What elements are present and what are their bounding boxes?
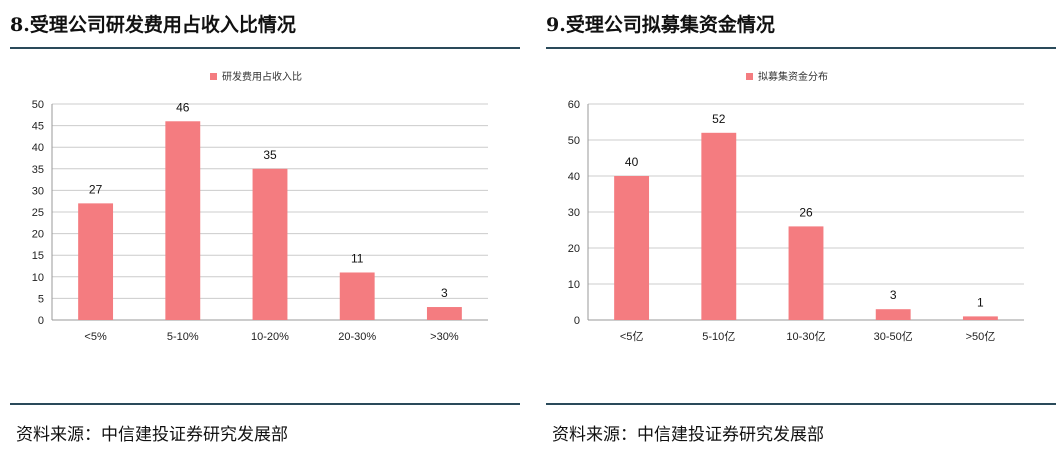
rd-ratio-bar-chart: 研发费用占收入比 0 5 10 15 20 25 30 35 40 45 50 27 <5% 46 5-10%…: [32, 70, 488, 343]
chart-panel-rd-ratio: 8.受理公司研发费用占收入比情况 研发费用占收入比 0 5 10 15 20 25 30 35 4…: [10, 0, 520, 458]
y-tick-label: 35: [32, 164, 44, 176]
data-label: 52: [712, 112, 726, 126]
x-tick-label: <5亿: [620, 330, 644, 343]
title-divider: [546, 47, 1056, 49]
y-tick-label: 10: [568, 279, 580, 291]
source-note: 资料来源：中信建投证券研究发展部: [552, 425, 824, 445]
data-label: 3: [441, 286, 448, 300]
y-tick-label: 40: [32, 142, 44, 154]
bar: [78, 203, 114, 320]
data-label: 27: [89, 182, 103, 196]
source-divider: [546, 403, 1056, 405]
x-tick-label: 30-50亿: [874, 330, 913, 343]
y-tick-label: 30: [568, 207, 580, 219]
bar: [962, 316, 998, 320]
x-tick-label: 20-30%: [338, 331, 376, 343]
y-tick-label: 40: [568, 171, 580, 183]
y-tick-label: 5: [38, 293, 44, 305]
y-tick-label: 20: [32, 229, 44, 241]
y-tick-label: 20: [568, 243, 580, 255]
x-tick-label: 10-30亿: [786, 330, 825, 343]
y-tick-label: 10: [32, 272, 44, 284]
data-label: 35: [263, 148, 277, 162]
y-tick-label: 50: [32, 99, 44, 111]
x-tick-label: 5-10%: [167, 331, 199, 343]
legend-swatch: [746, 73, 753, 80]
bar: [165, 121, 201, 320]
legend-label: 拟募集资金分布: [758, 70, 828, 83]
y-tick-label: 25: [32, 207, 44, 219]
chart-panel-fundraising: 9.受理公司拟募集资金情况 拟募集资金分布 0 10 20 30 40 50 60 40 <5亿 5…: [546, 0, 1056, 458]
bar: [252, 168, 288, 320]
panel-title: 9.受理公司拟募集资金情况: [546, 14, 775, 36]
bar: [426, 307, 462, 320]
legend: 拟募集资金分布: [746, 70, 828, 83]
bar: [614, 176, 650, 320]
x-tick-label: >30%: [430, 331, 459, 343]
title-divider: [10, 47, 520, 49]
data-label: 1: [977, 295, 984, 309]
y-tick-label: 50: [568, 135, 580, 147]
bar: [788, 226, 824, 320]
y-tick-label: 0: [574, 315, 580, 327]
y-tick-label: 60: [568, 99, 580, 111]
bar: [701, 132, 737, 320]
data-label: 3: [890, 288, 897, 302]
fundraising-bar-chart: 拟募集资金分布 0 10 20 30 40 50 60 40 <5亿 52 5-10亿 26 10-30亿…: [568, 70, 1024, 343]
x-tick-label: <5%: [84, 331, 107, 343]
x-tick-label: 10-20%: [251, 331, 289, 343]
panel-title: 8.受理公司研发费用占收入比情况: [10, 14, 296, 36]
data-label: 11: [351, 251, 364, 265]
data-label: 26: [799, 205, 813, 219]
bar: [875, 309, 911, 320]
source-divider: [10, 403, 520, 405]
legend-swatch: [210, 73, 217, 80]
y-tick-label: 15: [32, 250, 44, 262]
y-tick-label: 30: [32, 185, 44, 197]
bar: [339, 272, 375, 320]
legend: 研发费用占收入比: [210, 70, 302, 83]
data-label: 40: [625, 155, 639, 169]
legend-label: 研发费用占收入比: [222, 70, 302, 83]
y-tick-label: 0: [38, 315, 44, 327]
x-tick-label: 5-10亿: [702, 330, 735, 343]
y-tick-label: 45: [32, 121, 44, 133]
source-note: 资料来源：中信建投证券研究发展部: [16, 425, 288, 445]
x-tick-label: >50亿: [966, 330, 996, 343]
data-label: 46: [176, 100, 190, 114]
